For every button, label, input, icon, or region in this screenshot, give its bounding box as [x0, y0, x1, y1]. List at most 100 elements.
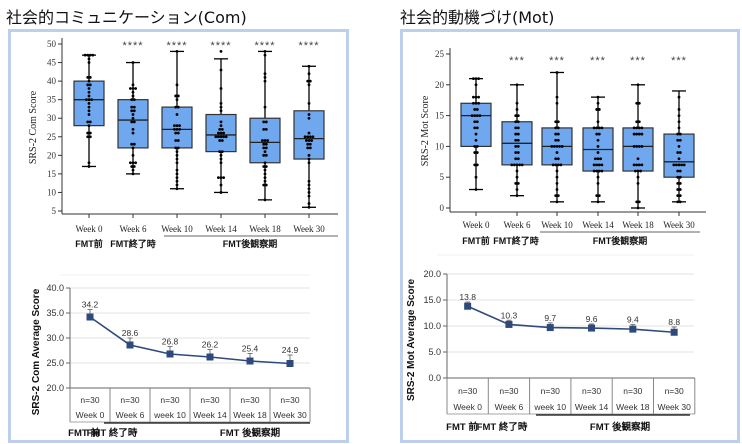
data-point	[640, 145, 644, 148]
data-point	[516, 138, 520, 142]
data-point	[132, 98, 136, 102]
data-label: 28.6	[122, 328, 139, 338]
data-point	[677, 120, 681, 124]
data-point	[473, 163, 477, 167]
data-point	[474, 138, 478, 142]
data-point	[639, 169, 642, 173]
data-point	[676, 132, 680, 136]
data-point	[88, 131, 92, 135]
data-marker	[588, 324, 596, 332]
x-tick-label: Week 10	[161, 224, 193, 234]
data-point	[596, 138, 600, 142]
data-point	[307, 72, 311, 76]
data-label: 10.3	[501, 310, 518, 320]
data-point	[86, 135, 90, 139]
x-category-label: week 10	[153, 410, 186, 420]
data-point	[555, 181, 559, 185]
y-axis-title: SRS-2 Mot Average Score	[406, 279, 417, 402]
data-point	[556, 126, 560, 130]
y-tick-label: 15	[435, 111, 445, 121]
data-point	[87, 124, 91, 128]
data-point	[217, 135, 220, 139]
data-point	[86, 83, 90, 87]
data-point	[174, 131, 178, 135]
data-point	[176, 94, 180, 98]
y-tick-label: 5.0	[428, 347, 441, 357]
data-point	[263, 50, 267, 53]
data-point	[637, 200, 641, 204]
data-point	[214, 135, 218, 139]
data-point	[597, 163, 601, 167]
data-label: 8.8	[668, 317, 680, 327]
mot-panel	[400, 29, 740, 443]
data-point	[262, 146, 266, 150]
data-point	[636, 83, 640, 87]
data-point	[132, 120, 136, 124]
data-point	[308, 135, 312, 139]
y-tick-label: 15.0	[423, 295, 441, 305]
data-point	[263, 161, 267, 165]
data-point	[130, 98, 134, 102]
y-tick-label: 25	[47, 132, 57, 142]
data-point	[264, 142, 268, 146]
data-point	[129, 87, 132, 90]
n-label: n=30	[200, 395, 219, 405]
data-point	[307, 101, 311, 105]
data-point	[474, 188, 478, 191]
data-marker	[286, 360, 294, 367]
data-point	[175, 50, 179, 53]
data-point	[551, 163, 555, 167]
data-point	[600, 163, 604, 167]
data-point	[130, 142, 134, 146]
data-point	[514, 120, 518, 124]
data-point	[514, 157, 518, 161]
data-label: 25.4	[242, 344, 259, 354]
n-label: n=30	[80, 395, 99, 405]
data-point	[554, 120, 558, 124]
x-tick-label: Week 14	[205, 224, 237, 234]
data-point	[86, 131, 90, 135]
data-point	[175, 83, 179, 87]
data-point	[554, 126, 558, 130]
data-point	[513, 163, 516, 167]
data-point	[515, 108, 519, 111]
data-point	[556, 194, 560, 198]
phase-label: FMT終了時	[493, 235, 539, 246]
data-point	[475, 126, 479, 130]
data-point	[263, 53, 267, 57]
data-point	[175, 161, 179, 165]
data-point	[262, 183, 266, 187]
data-point	[596, 95, 600, 99]
right-section-title: 社会的動機づけ(Mot)	[400, 8, 555, 27]
data-point	[555, 175, 559, 179]
data-point	[264, 153, 268, 157]
data-point	[264, 120, 268, 124]
data-point	[678, 200, 682, 204]
data-point	[676, 188, 680, 191]
data-point	[218, 150, 222, 154]
data-point	[219, 87, 223, 90]
data-point	[131, 146, 135, 150]
data-point	[592, 126, 596, 130]
y-tick-label: 5	[440, 172, 445, 182]
data-point	[554, 163, 558, 167]
data-point	[677, 95, 681, 99]
data-point	[88, 120, 92, 124]
data-point	[477, 77, 480, 81]
data-label: 26.8	[162, 337, 179, 347]
data-point	[264, 165, 268, 168]
data-point	[131, 116, 135, 120]
data-point	[307, 161, 311, 165]
data-point	[306, 142, 310, 146]
data-marker	[246, 357, 254, 365]
y-tick-label: 20.0	[423, 269, 441, 279]
data-point	[308, 79, 312, 83]
data-point	[636, 169, 640, 173]
data-point	[175, 183, 179, 187]
data-marker	[464, 302, 472, 310]
data-point	[678, 181, 682, 185]
significance-label: ***	[590, 55, 606, 67]
data-point	[175, 150, 179, 154]
data-point	[516, 120, 520, 124]
